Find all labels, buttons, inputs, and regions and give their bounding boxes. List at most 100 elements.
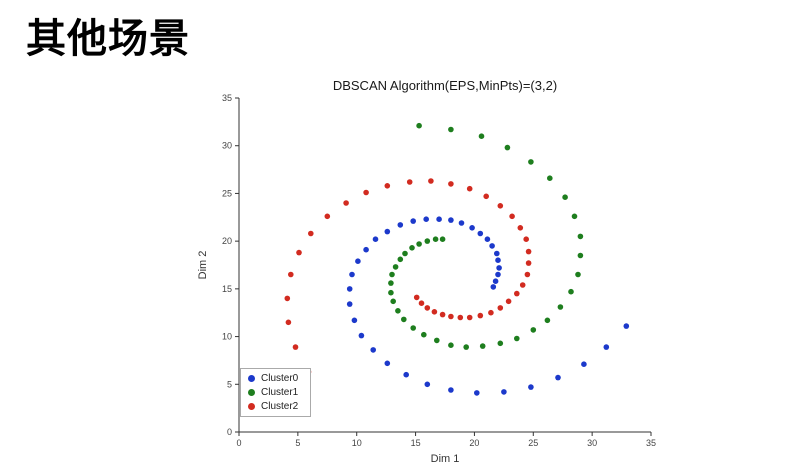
data-point (509, 213, 515, 220)
legend-entry: Cluster2 (248, 401, 298, 412)
data-point (390, 298, 396, 305)
x-tick-label: 25 (528, 438, 538, 448)
data-point (463, 344, 470, 350)
data-point (528, 384, 534, 390)
data-point (324, 213, 331, 220)
x-tick-label: 20 (469, 438, 479, 448)
data-point (349, 271, 355, 278)
legend-label: Cluster1 (261, 387, 299, 398)
series-Cluster0 (346, 216, 630, 396)
data-point (479, 343, 486, 349)
legend: Cluster0 Cluster1 Cluster2 (240, 368, 312, 417)
data-point (292, 344, 299, 350)
data-point (406, 179, 413, 185)
legend-marker-dot (248, 403, 255, 410)
data-point (488, 309, 494, 316)
data-point (448, 313, 454, 320)
data-point (288, 271, 294, 278)
x-tick-label: 0 (236, 438, 241, 448)
data-point (388, 289, 394, 296)
data-point (544, 317, 551, 324)
data-point (434, 337, 440, 344)
data-point (285, 319, 292, 326)
data-point (477, 312, 484, 319)
data-point (568, 288, 574, 295)
data-point (519, 282, 526, 288)
data-point (346, 286, 353, 292)
scatter-plot-canvas: DBSCAN Algorithm(EPS,MinPts)=(3,2) Dim 1… (197, 78, 656, 465)
data-point (477, 230, 484, 237)
data-point (505, 298, 512, 305)
data-point (466, 185, 473, 192)
data-point (296, 249, 302, 256)
data-point (424, 305, 431, 311)
data-point (492, 278, 499, 284)
data-point (363, 189, 369, 196)
data-point (577, 233, 584, 240)
data-point (418, 300, 425, 306)
data-point (466, 314, 473, 321)
x-tick-label: 15 (411, 438, 421, 448)
data-point (346, 301, 353, 307)
data-point (489, 243, 495, 249)
data-point (528, 159, 534, 165)
data-point (410, 325, 416, 331)
data-point (397, 256, 404, 263)
legend-label: Cluster0 (261, 373, 299, 384)
data-point (495, 257, 501, 263)
data-point (351, 317, 358, 324)
data-point (555, 374, 561, 381)
data-point (416, 122, 422, 129)
x-tick-label: 5 (295, 438, 300, 448)
data-point (448, 342, 454, 349)
data-point (448, 217, 454, 223)
data-point (575, 271, 581, 278)
x-tick-label: 30 (587, 438, 597, 448)
data-point (343, 200, 349, 206)
series-Cluster2 (284, 178, 532, 375)
y-tick-label: 15 (222, 284, 232, 294)
data-point (514, 335, 520, 342)
data-point (557, 304, 564, 310)
x-tick-label: 10 (352, 438, 362, 448)
data-point (448, 181, 454, 187)
data-point (355, 258, 361, 264)
data-point (571, 213, 578, 220)
data-point (389, 271, 395, 278)
data-point (428, 178, 434, 184)
data-point (402, 250, 408, 257)
legend-marker-dot (248, 389, 255, 396)
data-point (409, 245, 415, 251)
data-point (370, 347, 376, 353)
data-point (384, 360, 391, 367)
x-axis-label: Dim 1 (431, 453, 460, 465)
data-point (431, 309, 438, 315)
data-point (497, 305, 504, 311)
slide-title: 其他场景 (26, 17, 190, 61)
data-point (424, 381, 431, 388)
data-point (495, 271, 501, 278)
data-point (458, 220, 465, 226)
y-tick-label: 20 (222, 236, 232, 246)
data-point (410, 218, 416, 224)
data-point (436, 216, 442, 222)
data-point (530, 327, 537, 333)
data-point (483, 193, 490, 200)
series-Cluster1 (388, 122, 584, 350)
y-tick-label: 30 (222, 141, 232, 151)
chart-title: DBSCAN Algorithm(EPS,MinPts)=(3,2) (333, 78, 557, 93)
data-point (497, 203, 504, 209)
data-point (524, 271, 531, 278)
data-point (562, 194, 568, 200)
x-tick-label: 35 (646, 438, 656, 448)
data-point (372, 236, 379, 242)
data-point (623, 323, 630, 329)
data-point (284, 295, 291, 302)
data-point (504, 144, 511, 151)
y-tick-label: 0 (227, 427, 232, 437)
data-point (363, 246, 369, 253)
dbscan-scatter-chart: DBSCAN Algorithm(EPS,MinPts)=(3,2) Dim 1… (195, 76, 675, 472)
data-point (403, 371, 409, 378)
data-point (439, 311, 446, 318)
data-point (416, 241, 422, 247)
